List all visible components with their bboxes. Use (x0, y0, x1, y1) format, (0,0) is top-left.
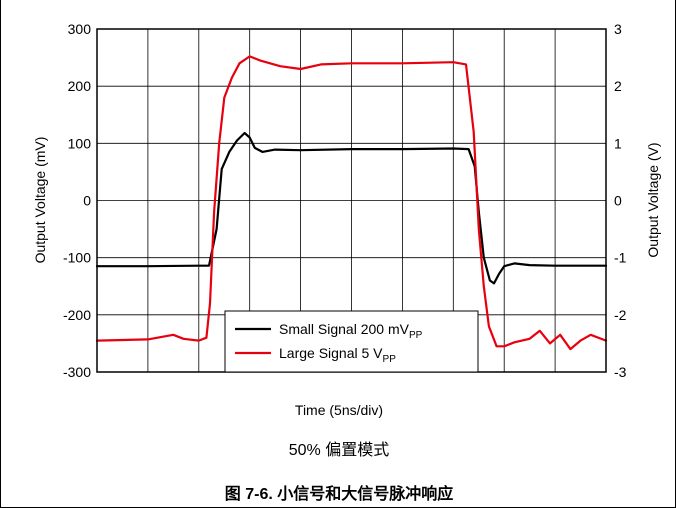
right-tick-label: -2 (614, 307, 627, 323)
left-tick-label: 100 (68, 135, 92, 151)
series-layer (95, 55, 608, 351)
left-tick-label: 200 (68, 78, 92, 94)
right-tick-label: -3 (614, 364, 627, 380)
right-tick-label: 2 (614, 78, 622, 94)
figure-caption: 图 7-6. 小信号和大信号脉冲响应 (224, 486, 454, 503)
left-tick-label: -200 (63, 307, 91, 323)
series-line-small-signal (95, 131, 608, 285)
right-tick-label: -1 (614, 250, 627, 266)
left-tick-label: 0 (83, 193, 91, 209)
left-tick-label: -300 (63, 364, 91, 380)
mode-text: 50% 偏置模式 (288, 442, 390, 459)
legend: Small Signal 200 mVPP Large Signal 5 VPP (224, 310, 479, 373)
left-tick-label: 300 (68, 21, 92, 37)
left-tick-label: -100 (63, 250, 91, 266)
left-axis-title: Output Voltage (mV) (32, 137, 48, 264)
pulse-response-chart: 300 200 100 0 -100 -200 -300 3 2 1 0 -1 -2 -3 Output… (32, 21, 661, 380)
left-axis-ticks: 300 200 100 0 -100 -200 -300 (63, 21, 91, 380)
x-axis-title: Time (5ns/div) (294, 402, 384, 418)
right-tick-label: 1 (614, 135, 622, 151)
legend-box (224, 310, 479, 373)
right-axis-ticks: 3 2 1 0 -1 -2 -3 (614, 21, 627, 380)
legend-label-large-signal: Large Signal 5 VPP (279, 345, 396, 365)
right-tick-label: 3 (614, 21, 622, 37)
right-axis-title: Output Voltage (V) (645, 142, 661, 257)
right-tick-label: 0 (614, 193, 622, 209)
series-line-large-signal (95, 55, 608, 351)
legend-label-small-signal: Small Signal 200 mVPP (279, 321, 423, 341)
